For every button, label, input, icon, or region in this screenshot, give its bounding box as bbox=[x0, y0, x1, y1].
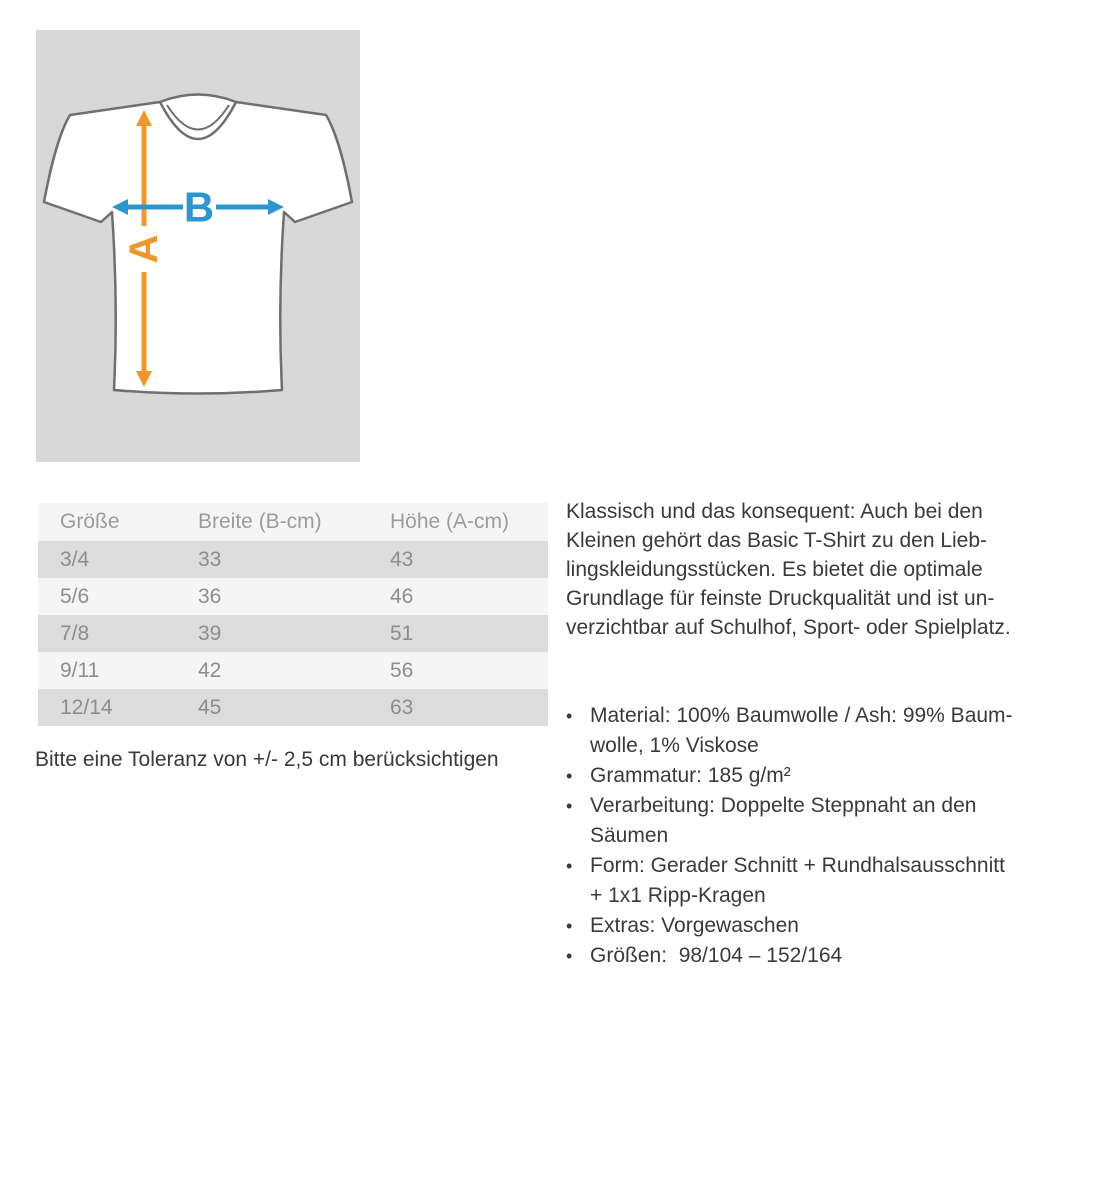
tolerance-note: Bitte eine Toleranz von +/- 2,5 cm berüc… bbox=[35, 748, 499, 771]
list-item: • Größen: 98/104 – 152/164 bbox=[566, 941, 1066, 971]
table-row: 5/6 36 46 bbox=[38, 578, 548, 615]
height-cell: 43 bbox=[390, 547, 414, 571]
bullet-marker: • bbox=[566, 916, 573, 936]
width-cell: 45 bbox=[198, 695, 222, 719]
label-b: B bbox=[184, 184, 214, 231]
list-item: • Verarbeitung: Doppelte Steppnaht an de… bbox=[566, 791, 1066, 851]
product-description: Klassisch und das konsequent: Auch bei d… bbox=[566, 497, 1066, 971]
attribute-verarbeitung: Verarbeitung: Doppelte Steppnaht an den … bbox=[590, 794, 977, 847]
attribute-grammatur: Grammatur: 185 g/m² bbox=[590, 764, 791, 787]
size-cell: 12/14 bbox=[60, 695, 113, 719]
size-table-header-row: Größe Breite (B-cm) Höhe (A-cm) bbox=[38, 503, 548, 541]
list-item: • Material: 100% Baumwolle / Ash: 99% Ba… bbox=[566, 701, 1066, 761]
product-attributes-list: • Material: 100% Baumwolle / Ash: 99% Ba… bbox=[566, 701, 1066, 971]
size-table: Größe Breite (B-cm) Höhe (A-cm) 3/4 33 4… bbox=[38, 503, 548, 726]
list-item: • Grammatur: 185 g/m² bbox=[566, 761, 1066, 791]
list-item: • Form: Gerader Schnitt + Rundhalsaussch… bbox=[566, 851, 1066, 911]
tshirt-measurement-graphic: A B bbox=[36, 30, 360, 462]
collar-outer-line bbox=[158, 101, 238, 141]
height-cell: 51 bbox=[390, 621, 414, 645]
attribute-extras: Extras: Vorgewaschen bbox=[590, 914, 799, 937]
size-cell: 3/4 bbox=[60, 547, 90, 571]
width-cell: 39 bbox=[198, 621, 222, 645]
attribute-material: Material: 100% Baumwolle / Ash: 99% Baum… bbox=[590, 704, 1013, 757]
attribute-groessen: Größen: 98/104 – 152/164 bbox=[590, 944, 843, 967]
width-cell: 36 bbox=[198, 584, 222, 608]
size-cell: 5/6 bbox=[60, 584, 90, 608]
table-row: 12/14 45 63 bbox=[38, 689, 548, 726]
list-item: • Extras: Vorgewaschen bbox=[566, 911, 1066, 941]
bullet-marker: • bbox=[566, 856, 573, 876]
collar-inner-line bbox=[166, 104, 230, 131]
column-header-hoehe: Höhe (A-cm) bbox=[390, 503, 548, 541]
bullet-marker: • bbox=[566, 766, 573, 786]
label-a: A bbox=[122, 235, 166, 264]
height-cell: 46 bbox=[390, 584, 414, 608]
height-cell: 56 bbox=[390, 658, 414, 682]
size-cell: 9/11 bbox=[60, 658, 100, 682]
bullet-marker: • bbox=[566, 706, 573, 726]
height-cell: 63 bbox=[390, 695, 414, 719]
description-paragraph: Klassisch und das konsequent: Auch bei d… bbox=[566, 500, 1011, 639]
bullet-marker: • bbox=[566, 796, 573, 816]
width-cell: 42 bbox=[198, 658, 222, 682]
table-row: 3/4 33 43 bbox=[38, 541, 548, 578]
table-row: 9/11 42 56 bbox=[38, 652, 548, 689]
size-diagram-image: A B bbox=[36, 30, 360, 462]
column-header-breite: Breite (B-cm) bbox=[198, 503, 390, 541]
attribute-form: Form: Gerader Schnitt + Rundhalsausschni… bbox=[590, 854, 1005, 907]
table-row: 7/8 39 51 bbox=[38, 615, 548, 652]
bullet-marker: • bbox=[566, 946, 573, 966]
width-cell: 33 bbox=[198, 547, 222, 571]
width-arrow-b-icon bbox=[112, 199, 284, 215]
column-header-groesse: Größe bbox=[38, 503, 198, 541]
size-cell: 7/8 bbox=[60, 621, 90, 645]
tshirt-outline bbox=[42, 93, 354, 395]
